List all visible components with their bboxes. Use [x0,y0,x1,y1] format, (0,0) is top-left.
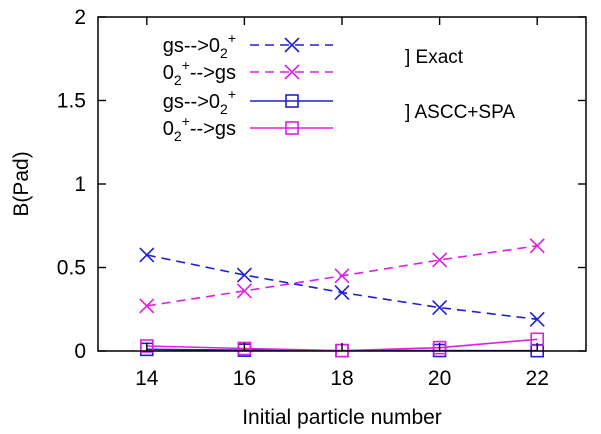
y-axis-label: B(Pad) [10,151,33,216]
legend-label-2: gs-->02+ [163,86,236,117]
legend-marker-1 [284,64,300,80]
data-point-1-4 [529,238,545,254]
data-point-1-3 [432,252,448,268]
x-tick-label: 20 [428,367,451,390]
data-point-0-0 [139,247,155,263]
y-tick-label: 1.5 [57,90,86,113]
data-point-0-1 [236,267,252,283]
y-tick-label: 0 [74,340,86,363]
axis-layer: 14 16 18 20 22 0 0.5 1 1.5 2 [57,6,586,390]
series-layer [139,238,545,358]
x-tick-label: 18 [330,367,353,390]
y-tick-label: 2 [74,6,86,29]
x-tick-label: 14 [135,367,159,390]
y-tick-label: 1 [74,173,86,196]
legend-marker-2 [285,94,299,108]
series-line-0 [146,254,538,321]
legend-label-1: 02+-->gs [163,57,236,88]
x-tick-label: 22 [526,367,549,390]
annotation-ascc-spa: ] ASCC+SPA [405,102,515,123]
data-point-0-4 [529,311,545,327]
legend-label-3: 02+-->gs [163,113,236,144]
data-point-1-1 [236,283,252,299]
x-tick-label: 16 [233,367,256,390]
data-point-1-2 [334,268,350,284]
legend-label-0: gs-->02+ [163,30,236,61]
data-point-0-3 [432,300,448,316]
data-point-3-3 [432,340,447,355]
annotation-exact: ] Exact [405,47,464,68]
x-axis-label: Initial particle number [242,406,442,429]
legend-marker-3 [285,121,299,135]
data-point-3-1 [237,341,252,356]
data-point-3-0 [140,339,154,353]
y-tick-label: 0.5 [57,257,86,280]
data-point-1-0 [139,298,155,314]
data-point-0-2 [334,284,350,301]
legend-marker-0 [284,37,300,53]
